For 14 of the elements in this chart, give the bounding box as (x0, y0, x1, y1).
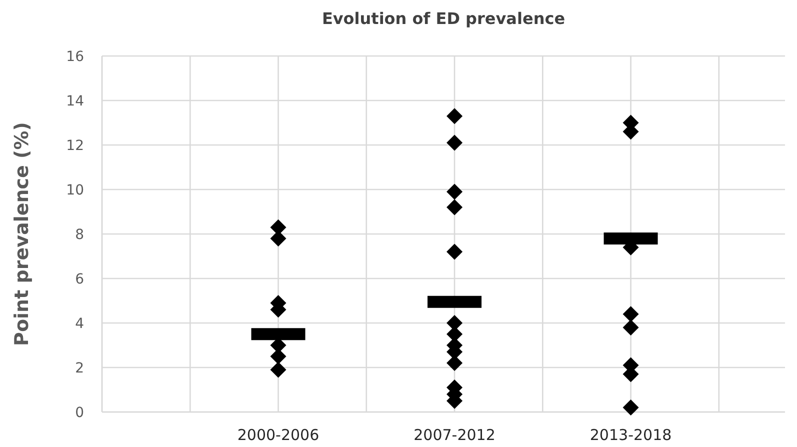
y-tick-label: 4 (75, 316, 84, 332)
y-axis-title: Point prevalence (%) (11, 122, 33, 346)
y-tick-label: 2 (75, 360, 84, 376)
y-tick-label: 14 (66, 93, 84, 110)
y-tick-label: 10 (66, 182, 84, 198)
y-tick-label: 6 (75, 271, 84, 288)
x-tick-label: 2007-2012 (414, 426, 496, 444)
y-tick-label: 16 (66, 48, 84, 65)
y-tick-label: 12 (66, 138, 84, 154)
x-tick-label: 2000-2006 (237, 426, 320, 444)
y-tick-label: 8 (75, 226, 84, 243)
chart-title: Evolution of ED prevalence (322, 9, 566, 28)
x-tick-label: 2013-2018 (590, 426, 672, 444)
y-tick-label: 0 (75, 404, 84, 421)
